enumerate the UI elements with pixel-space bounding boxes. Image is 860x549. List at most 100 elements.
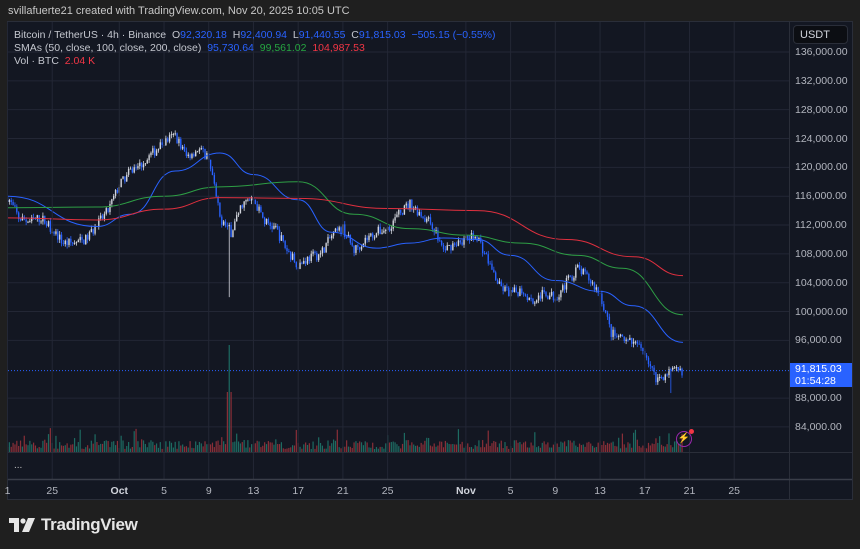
volume-bar	[673, 441, 676, 452]
candle-up	[79, 237, 81, 241]
time-tick-label: 25	[46, 485, 59, 497]
candle-down	[517, 291, 519, 297]
candle-down	[278, 229, 281, 241]
candle-down	[44, 215, 46, 224]
volume-bar	[424, 440, 426, 452]
volume-bar	[8, 442, 10, 452]
volume-bar	[431, 446, 433, 452]
volume-bar	[642, 445, 644, 452]
volume-bar	[500, 440, 502, 452]
volume-bar	[306, 444, 309, 452]
volume-bar	[215, 441, 217, 452]
candle-down	[584, 269, 586, 272]
symbol-name[interactable]: Bitcoin / TetherUS · 4h · Binance	[14, 29, 167, 41]
candle-down	[249, 199, 251, 201]
candle-down	[401, 212, 404, 215]
volume-bar	[12, 442, 14, 452]
sma-line-sma50	[8, 152, 683, 343]
volume-label[interactable]: Vol · BTC	[14, 55, 59, 67]
volume-bar	[476, 446, 478, 452]
volume-bar	[202, 446, 204, 452]
volume-bar	[359, 441, 361, 452]
candle-up	[528, 297, 530, 301]
volume-bar	[59, 442, 61, 452]
volume-bar	[141, 439, 143, 452]
volume-bar	[530, 442, 532, 452]
volume-bar	[40, 447, 42, 452]
candle-up	[375, 233, 378, 238]
candle-up	[187, 154, 189, 157]
candle-up	[306, 256, 309, 264]
candle-down	[336, 228, 339, 231]
candle-down	[276, 225, 279, 230]
candle-down	[267, 218, 270, 223]
candle-up	[234, 221, 236, 231]
currency-button[interactable]: USDT	[793, 25, 848, 44]
candle-up	[334, 228, 337, 233]
candle-down	[282, 235, 284, 242]
volume-bar	[478, 440, 480, 452]
lightning-icon[interactable]: ⚡	[676, 429, 694, 447]
candle-down	[344, 224, 346, 237]
volume-bar	[578, 443, 581, 452]
candle-down	[610, 324, 612, 337]
volume-bar	[541, 442, 543, 452]
volume-bar	[482, 440, 484, 452]
volume-bar	[100, 443, 102, 452]
candle-up	[58, 234, 61, 240]
volume-bar	[612, 441, 614, 452]
candle-down	[524, 294, 527, 296]
volume-bar	[226, 392, 228, 452]
volume-bar	[237, 441, 240, 452]
volume-bar	[580, 445, 583, 452]
volume-bar	[591, 445, 594, 452]
candle-up	[364, 237, 366, 244]
volume-bar	[653, 443, 655, 452]
volume-bar	[299, 446, 301, 452]
candle-up	[675, 367, 678, 369]
candle-down	[340, 227, 342, 234]
candle-up	[170, 134, 173, 136]
close-value: 91,815.03	[358, 29, 406, 41]
chart-frame[interactable]	[7, 21, 853, 500]
sma-label[interactable]: SMAs (50, close, 100, close, 200, close)	[14, 42, 202, 54]
pane-more-button[interactable]: ...	[14, 460, 23, 471]
volume-bar	[191, 447, 193, 452]
volume-bar	[105, 440, 107, 452]
volume-bar	[178, 441, 180, 452]
chart-credit: svillafuerte21 created with TradingView.…	[8, 5, 350, 17]
candle-down	[301, 262, 303, 264]
candle-up	[137, 166, 139, 169]
candle-up	[573, 277, 575, 281]
candle-up	[463, 238, 465, 245]
candle-down	[219, 202, 221, 217]
candle-up	[576, 264, 579, 268]
candle-down	[526, 295, 529, 301]
candle-up	[94, 225, 96, 234]
candle-up	[64, 240, 66, 245]
volume-bar	[92, 443, 94, 452]
volume-bar	[133, 431, 135, 452]
candle-down	[645, 355, 648, 358]
candle-up	[370, 233, 372, 236]
volume-bar	[98, 445, 100, 452]
candle-down	[614, 329, 616, 336]
volume-bar	[649, 445, 651, 452]
plot-area	[8, 51, 789, 452]
sma100-value: 99,561.02	[259, 42, 307, 54]
volume-bar	[295, 429, 297, 452]
candle-down	[213, 175, 216, 184]
price-tick-label: 120,000.00	[795, 161, 848, 174]
volume-bar	[536, 447, 538, 452]
price-tick-label: 128,000.00	[795, 103, 848, 116]
volume-bar	[608, 443, 610, 452]
volume-bar	[515, 440, 517, 452]
volume-bar	[129, 448, 132, 452]
volume-bar	[469, 447, 471, 452]
volume-bar	[442, 447, 445, 452]
volume-bar	[180, 445, 182, 452]
candle-down	[651, 366, 653, 368]
volume-bar	[10, 446, 12, 452]
volume-bar	[405, 440, 407, 452]
